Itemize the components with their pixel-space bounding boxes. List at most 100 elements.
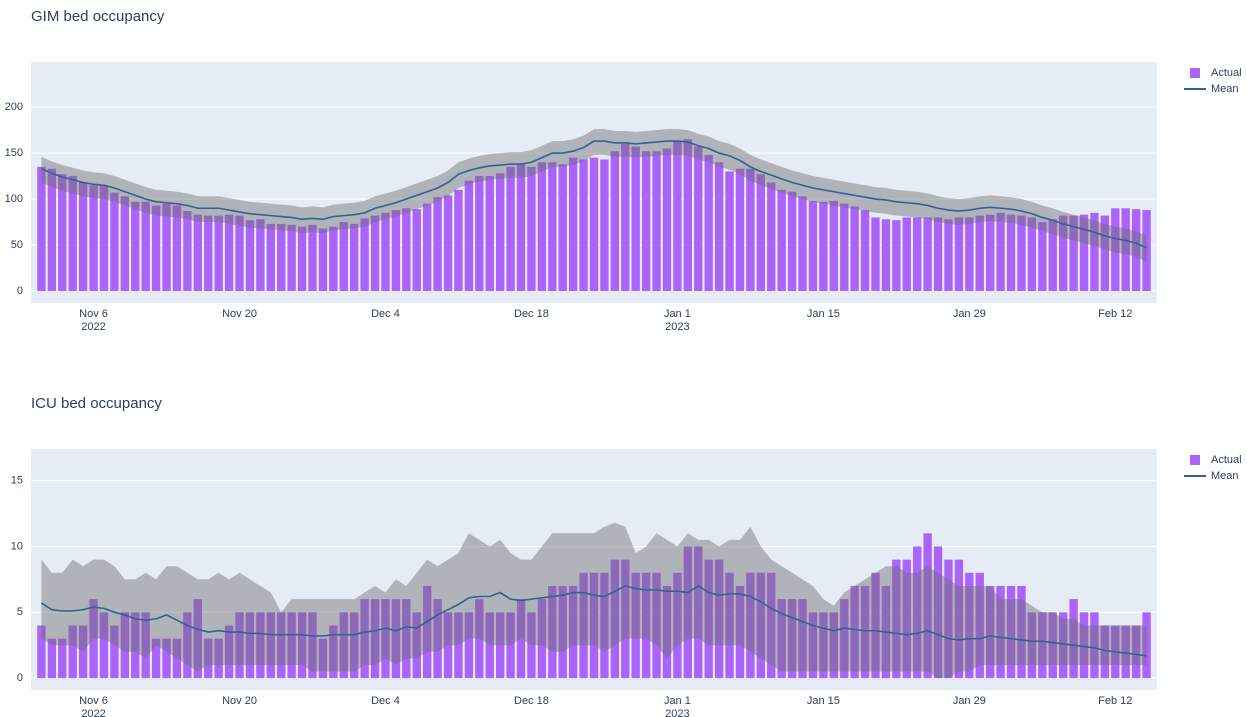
bar — [443, 195, 453, 292]
bar — [860, 585, 870, 679]
bar — [704, 559, 713, 679]
bar — [621, 559, 630, 679]
bar — [235, 215, 244, 292]
bar — [1142, 612, 1151, 679]
bar — [172, 638, 182, 679]
bar — [58, 174, 67, 292]
bar — [652, 151, 661, 292]
bar — [892, 220, 901, 292]
bar — [1058, 612, 1068, 679]
bar — [287, 612, 296, 679]
bar — [1069, 599, 1078, 679]
bar — [475, 599, 484, 679]
x-tick-year: 2022 — [81, 708, 105, 717]
bar — [204, 638, 213, 679]
bar — [558, 585, 567, 679]
confidence-band — [41, 522, 1147, 679]
chart-title: ICU bed occupancy — [31, 395, 162, 412]
bar — [610, 151, 620, 292]
bar — [923, 533, 932, 679]
bar — [641, 572, 651, 679]
bar — [798, 196, 807, 292]
bar — [141, 612, 150, 679]
bar — [78, 182, 88, 292]
bar — [850, 206, 859, 292]
bar — [224, 214, 234, 292]
bar — [537, 599, 547, 679]
bar — [245, 220, 255, 292]
bar — [131, 612, 140, 679]
y-tick-label: 0 — [17, 672, 23, 684]
bar — [506, 166, 515, 292]
y-tick-label: 100 — [5, 193, 23, 205]
bar — [1038, 222, 1047, 292]
bar — [485, 612, 494, 679]
bar — [787, 191, 797, 292]
bar — [339, 222, 348, 292]
bar — [516, 164, 526, 292]
chart-title: GIM bed occupancy — [31, 8, 165, 25]
bar — [881, 219, 891, 292]
bar — [568, 157, 578, 292]
bar — [673, 141, 682, 292]
bar — [151, 638, 161, 679]
bar — [99, 185, 109, 292]
bar — [568, 585, 578, 679]
bar — [308, 612, 317, 679]
bar — [308, 224, 317, 292]
bar — [162, 638, 171, 679]
bar — [475, 176, 484, 292]
bar — [1006, 585, 1016, 679]
bar — [756, 572, 765, 679]
x-tick-year: 2022 — [81, 321, 105, 333]
x-tick-label: Nov 20 — [222, 308, 257, 320]
bar — [621, 143, 630, 292]
bar — [1100, 215, 1110, 292]
bar — [204, 215, 213, 292]
x-tick-label: Dec 4 — [371, 308, 400, 320]
bar — [1100, 625, 1110, 679]
bar — [443, 612, 453, 679]
bar — [214, 638, 223, 679]
x-tick-label: Jan 29 — [953, 695, 986, 707]
bar — [1111, 208, 1120, 292]
bar — [798, 599, 807, 679]
x-tick-label: Nov 6 — [79, 308, 108, 320]
bar — [589, 572, 599, 679]
bar — [600, 159, 609, 292]
bar — [787, 599, 797, 679]
bar — [433, 197, 442, 292]
bar — [683, 139, 693, 292]
bar — [673, 572, 682, 679]
bar — [370, 215, 380, 292]
bar — [297, 226, 307, 292]
bar — [777, 599, 786, 679]
bar — [256, 219, 265, 292]
bar — [214, 215, 223, 292]
bar — [1027, 217, 1037, 292]
bar — [1006, 214, 1016, 292]
bar — [402, 599, 411, 679]
bar — [235, 612, 244, 679]
bar — [68, 176, 77, 292]
bar — [537, 162, 547, 292]
bar — [1121, 208, 1130, 292]
bar — [224, 625, 234, 679]
y-tick-label: 50 — [11, 239, 23, 251]
bar — [193, 599, 202, 679]
bar — [714, 162, 724, 292]
bar — [735, 585, 745, 679]
bar — [986, 214, 995, 292]
bar — [89, 599, 98, 679]
x-tick-year: 2023 — [665, 708, 689, 717]
x-tick-label: Nov 6 — [79, 695, 108, 707]
mean-line — [40, 585, 1147, 657]
bar — [183, 211, 192, 292]
bar — [37, 625, 46, 679]
bar — [975, 215, 984, 292]
x-tick-label: Jan 15 — [807, 308, 840, 320]
bar — [329, 625, 338, 679]
bar — [1038, 612, 1047, 679]
bar — [913, 217, 922, 292]
bar — [777, 189, 786, 292]
